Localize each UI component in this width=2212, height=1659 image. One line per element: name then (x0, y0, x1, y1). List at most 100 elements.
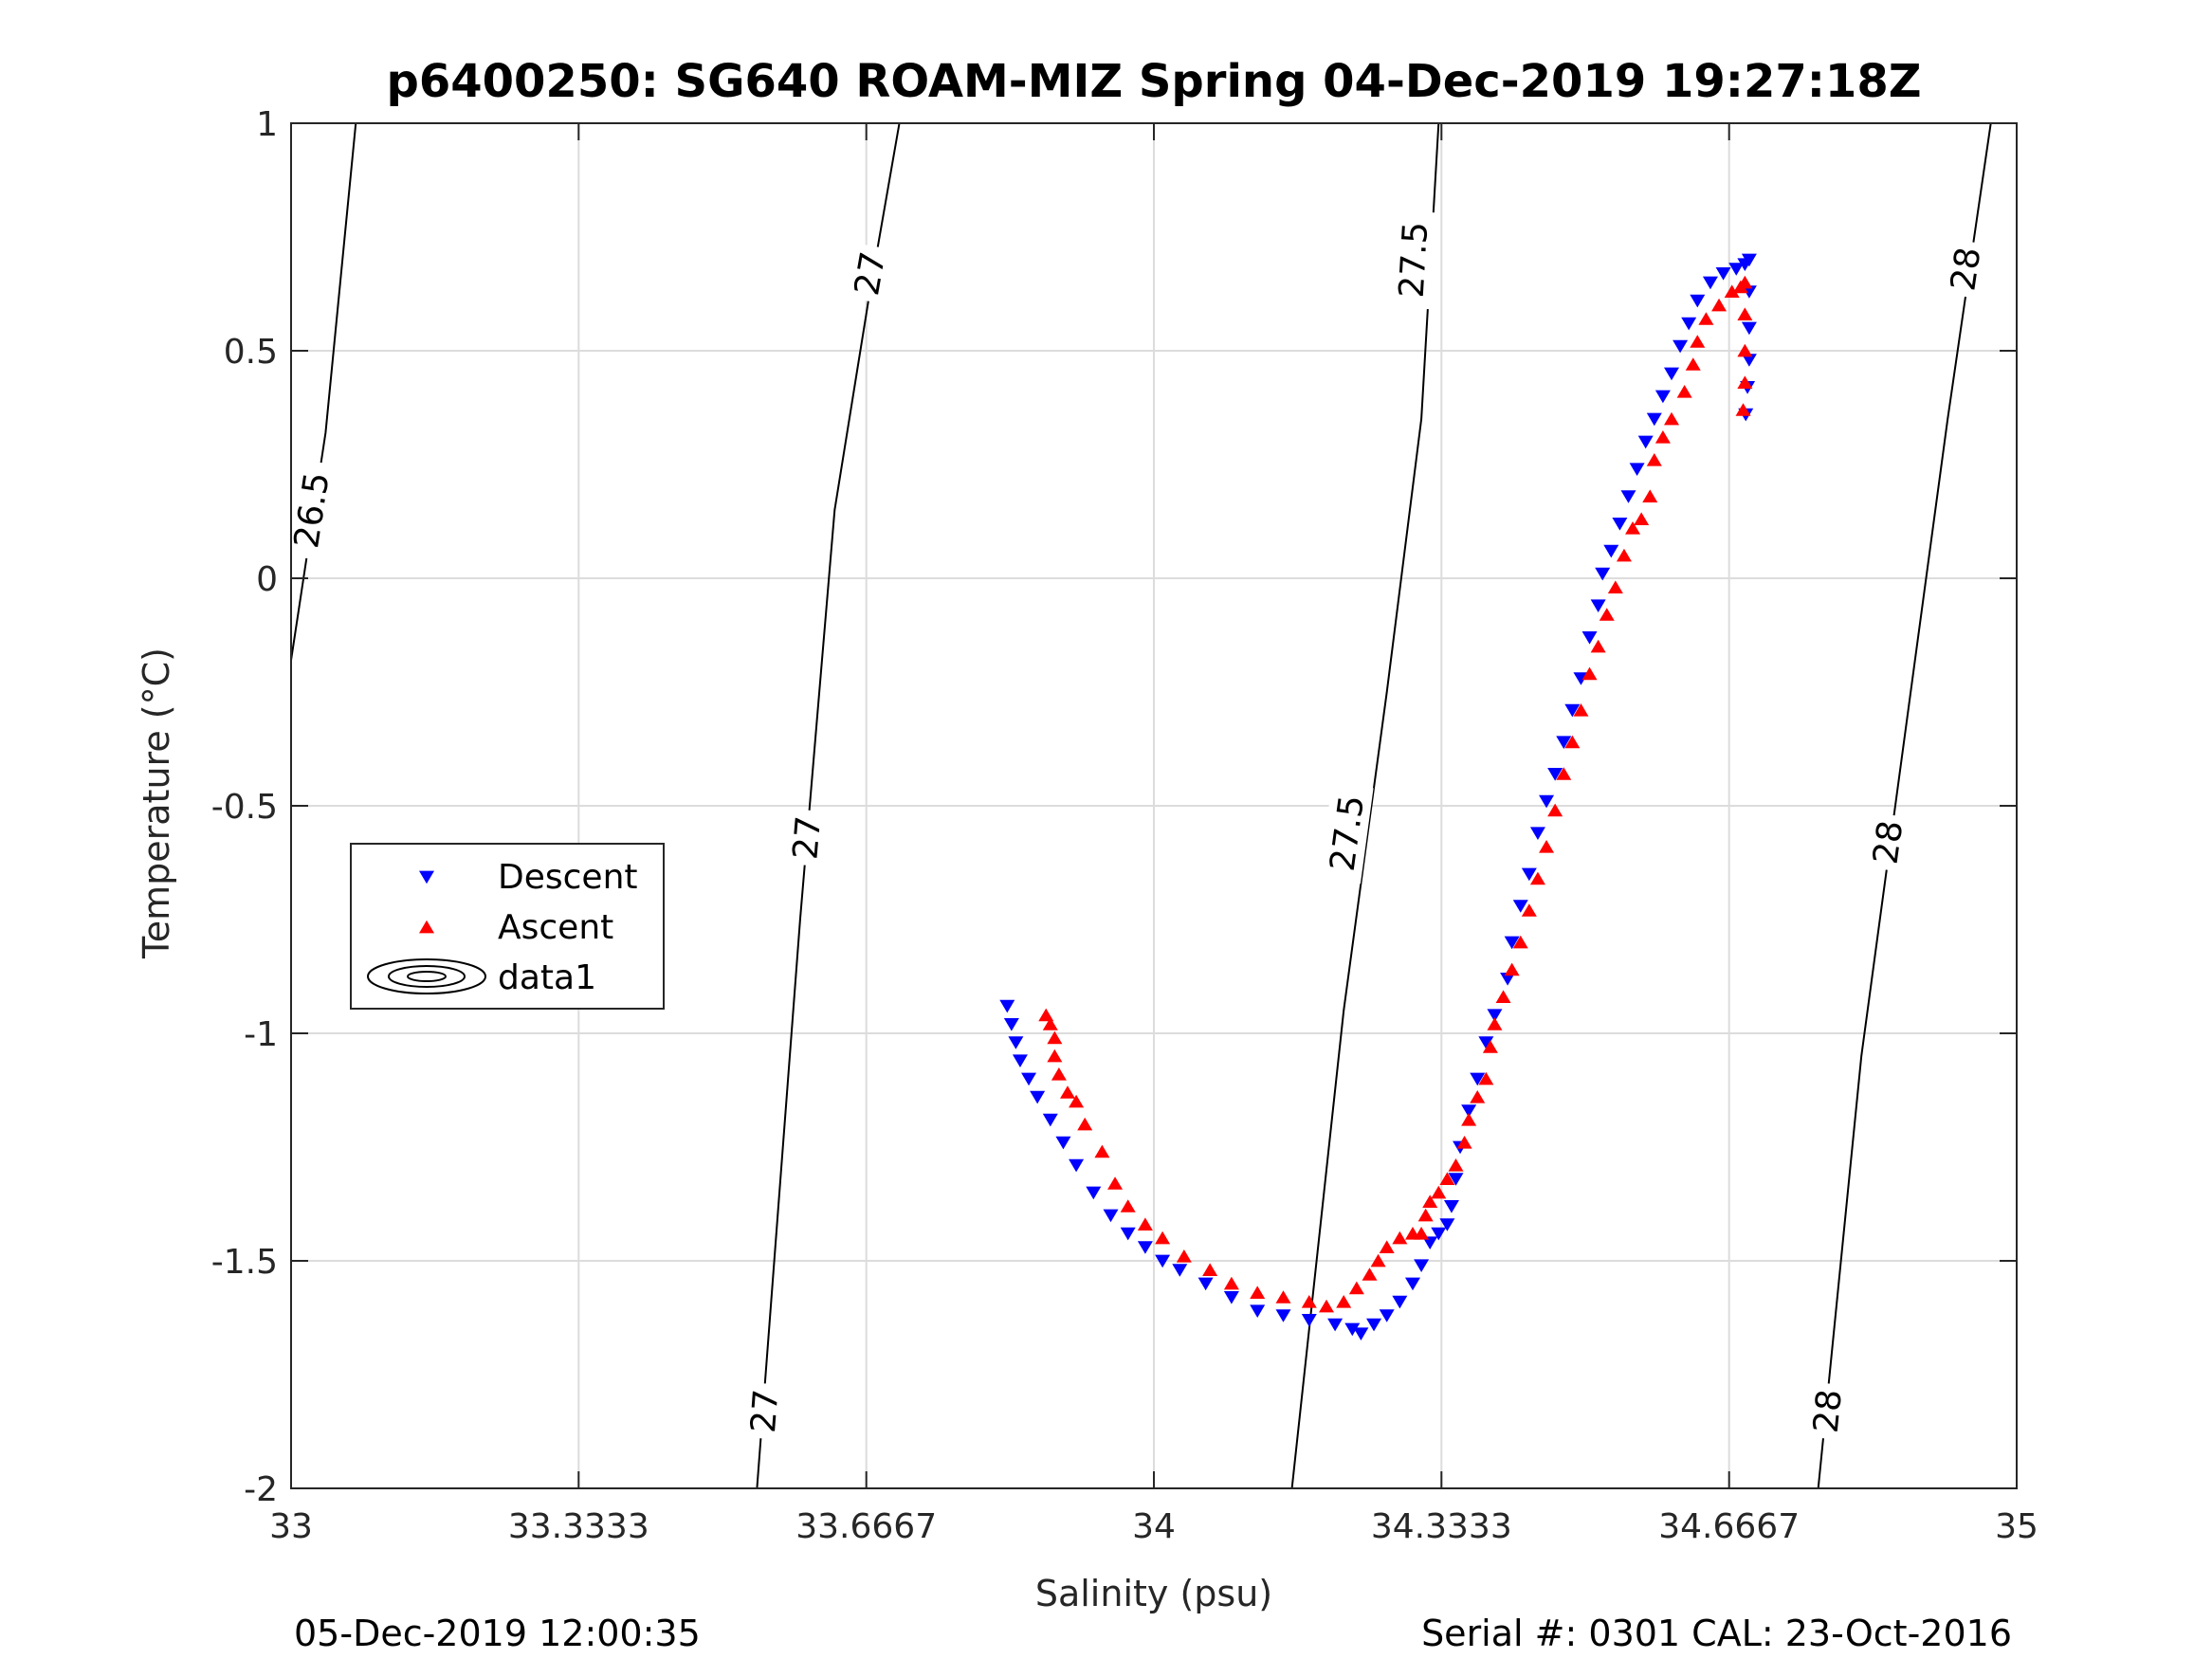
ascent-point (1051, 1067, 1067, 1081)
ascent-point (1711, 298, 1728, 312)
contour-label: 27 (786, 814, 829, 861)
x-tick-label: 34 (1132, 1507, 1176, 1546)
ascent-point (1482, 1040, 1498, 1053)
ascent-point (1564, 735, 1581, 749)
ascent-point (1529, 871, 1545, 885)
x-tick-label: 34.6667 (1658, 1507, 1800, 1546)
ascent-point (1379, 1240, 1395, 1253)
legend: Descent Ascent data1 (350, 843, 665, 1010)
descent-point (1414, 1259, 1430, 1272)
ascent-point (1495, 990, 1511, 1003)
descent-point (1327, 1318, 1344, 1332)
ascent-point (1223, 1276, 1239, 1290)
legend-contour-ellipses-icon (367, 958, 486, 994)
ascent-point (1470, 1090, 1486, 1103)
descent-point (1681, 317, 1697, 331)
ascent-point (1737, 307, 1753, 320)
contour-label-group: 28 (1940, 238, 1990, 300)
contour-label-background (1319, 782, 1374, 884)
y-tick-label: -2 (244, 1470, 278, 1509)
descent-point (1504, 936, 1520, 950)
ascent-point (1521, 903, 1537, 917)
legend-descent-label: Descent (498, 858, 638, 897)
x-tick-label: 35 (1995, 1507, 2038, 1546)
descent-point (1301, 1314, 1317, 1327)
descent-point (1042, 1113, 1058, 1127)
descent-point (1673, 339, 1689, 354)
ascent-point (1348, 1281, 1364, 1295)
descent-point (1564, 703, 1581, 718)
ascent-point (1362, 1267, 1378, 1281)
axis-ticks: 33 33.3333 33.6667 34 34.3333 34.6667 35 1 0.5 0 -… (211, 105, 2038, 1546)
ascent-point (1107, 1176, 1124, 1190)
descent-point (1275, 1309, 1291, 1322)
contour-label-background (1862, 811, 1912, 873)
ascent-point (1250, 1285, 1266, 1299)
descent-point (1470, 1072, 1486, 1086)
ascent-point (1676, 385, 1692, 398)
ascent-point (1336, 1295, 1352, 1308)
descent-point (1443, 1200, 1459, 1213)
ascent-point (1737, 375, 1753, 389)
contour-line-28 (1817, 122, 1992, 1489)
legend-ascent-label: Ascent (498, 908, 613, 947)
contour-label-background (740, 1381, 787, 1440)
ascent-point (1512, 935, 1528, 949)
descent-point (1008, 1036, 1024, 1049)
ascent-point (1456, 1136, 1472, 1149)
descent-point (1690, 294, 1706, 308)
y-tick-label: -1 (244, 1015, 278, 1054)
legend-data1-label: data1 (498, 958, 596, 997)
contour-label: 27.5 (1393, 221, 1436, 299)
descent-point (1595, 567, 1611, 581)
ascent-point (1431, 1185, 1447, 1199)
ascent-point (1642, 489, 1658, 502)
descent-point (1728, 263, 1745, 276)
descent-point (1741, 253, 1757, 267)
ascent-point (1654, 430, 1671, 444)
ascent-point (1047, 1030, 1063, 1045)
descent-point (1664, 367, 1679, 381)
descent-point (1487, 1009, 1503, 1022)
contour-label-group: 28 (1803, 1381, 1851, 1441)
ascent-point (1581, 666, 1598, 681)
ascent-point (1301, 1295, 1317, 1308)
descent-point (1741, 321, 1757, 336)
ascent-point (1176, 1249, 1192, 1263)
legend-ascent-marker-icon (419, 920, 434, 934)
descent-point (1478, 1036, 1494, 1049)
contour-label-group: 27.5 (1389, 210, 1436, 310)
descent-point (1590, 599, 1606, 612)
footer-timestamp: 05-Dec-2019 12:00:35 (294, 1613, 701, 1654)
descent-point (1620, 490, 1636, 503)
descent-point (999, 999, 1015, 1013)
descent-point (1344, 1322, 1361, 1337)
ascent-point (1478, 1071, 1494, 1085)
ascent-point (1607, 580, 1623, 593)
y-tick-label: -0.5 (211, 788, 278, 827)
ascent-point (1414, 1227, 1430, 1240)
ascent-point (1487, 1017, 1503, 1030)
contour-label: 28 (1867, 818, 1911, 866)
descent-point (1539, 794, 1555, 809)
y-tick-label: -1.5 (211, 1243, 278, 1282)
descent-point (1637, 435, 1654, 449)
descent-point (1137, 1241, 1153, 1254)
ascent-point (1047, 1048, 1063, 1063)
ascent-point (1319, 1299, 1334, 1313)
density-contours: 26.5 27 27 27 27.5 27.5 28 28 28 (283, 122, 1992, 1489)
descent-point (1012, 1054, 1028, 1067)
descent-point (1155, 1254, 1171, 1268)
descent-point (1547, 768, 1563, 781)
descent-point (1103, 1209, 1119, 1223)
ascent-point (1448, 1158, 1464, 1172)
descent-point (1003, 1018, 1019, 1031)
ascent-point (1737, 275, 1753, 289)
ascent-point (1461, 1113, 1477, 1126)
ascent-point (1202, 1263, 1218, 1276)
ascent-point (1417, 1208, 1434, 1222)
legend-descent-marker-icon (419, 870, 434, 884)
x-tick-label: 33 (269, 1507, 313, 1546)
x-tick-label: 34.3333 (1371, 1507, 1512, 1546)
ascent-point (1573, 703, 1589, 717)
